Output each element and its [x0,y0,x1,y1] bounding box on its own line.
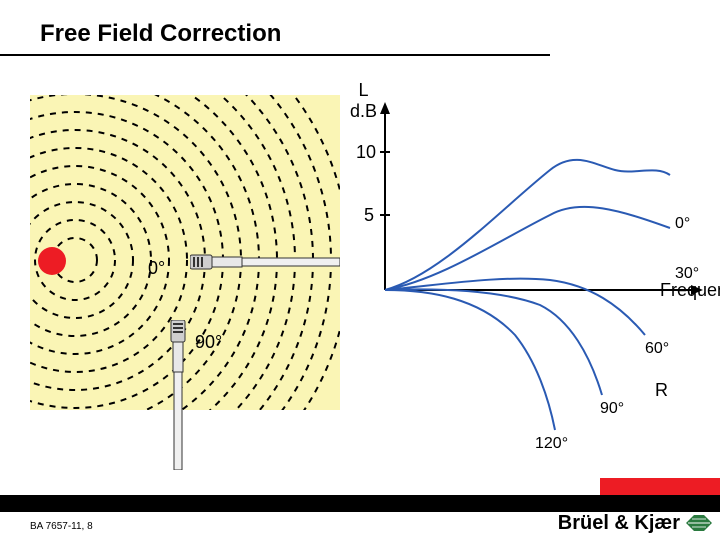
microphone-90deg-icon [168,320,188,470]
sound-source-icon [38,247,66,275]
r-label: R [655,380,668,401]
curve-label: 90° [600,400,624,418]
footer-bar [0,478,720,512]
curve-label: 30° [675,265,699,283]
brand-logo-icon [686,515,712,531]
document-id: BA 7657-11, 8 [30,521,93,532]
footer-black-block [0,495,720,512]
mic-label-90deg: 90° [195,332,222,353]
curve-label: 120° [535,435,568,453]
curve-label: 0° [675,215,690,233]
y-axis-label: L d.B [350,80,377,122]
footer-red-block [600,478,720,495]
x-axis-label: Frequency [660,280,720,301]
page-title: Free Field Correction [40,20,281,48]
title-underline [0,54,550,56]
y-tick-5: 5 [364,205,374,226]
brand-name: Brüel & Kjær [558,512,680,535]
mic-label-0deg: 0° [148,258,165,279]
correction-chart: L d.B 10 5 Frequency R 0°30°60°90°120° [360,80,710,450]
microphone-0deg-icon [190,252,340,272]
y-tick-10: 10 [356,142,376,163]
curve-label: 60° [645,340,669,358]
